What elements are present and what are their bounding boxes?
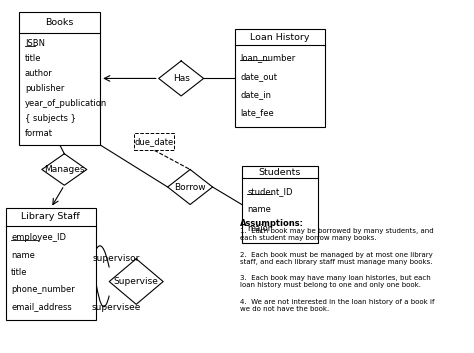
Text: date_in: date_in bbox=[240, 90, 272, 99]
Text: major: major bbox=[247, 224, 272, 233]
FancyBboxPatch shape bbox=[242, 166, 318, 243]
Text: Books: Books bbox=[46, 18, 74, 27]
Text: email_address: email_address bbox=[11, 302, 72, 311]
Text: supervisee: supervisee bbox=[91, 303, 141, 312]
Text: 2.  Each book must be managed by at most one library
staff, and each library sta: 2. Each book must be managed by at most … bbox=[239, 252, 432, 265]
Text: Library Staff: Library Staff bbox=[21, 213, 80, 221]
Text: phone_number: phone_number bbox=[11, 285, 75, 294]
Text: Has: Has bbox=[173, 74, 190, 83]
Text: name: name bbox=[247, 205, 271, 214]
Text: ISBN: ISBN bbox=[25, 39, 45, 48]
Text: Assumptions:: Assumptions: bbox=[239, 219, 303, 228]
Text: format: format bbox=[25, 128, 53, 138]
Text: Supervise: Supervise bbox=[114, 277, 159, 286]
Text: year_of_publication: year_of_publication bbox=[25, 99, 107, 108]
Text: late_fee: late_fee bbox=[240, 108, 274, 117]
Polygon shape bbox=[168, 169, 213, 204]
Text: title: title bbox=[11, 268, 28, 277]
Text: employee_ID: employee_ID bbox=[11, 233, 66, 243]
Polygon shape bbox=[109, 259, 163, 304]
Text: student_ID: student_ID bbox=[247, 187, 293, 196]
FancyBboxPatch shape bbox=[6, 208, 96, 320]
Text: name: name bbox=[11, 251, 35, 259]
Text: Manages: Manages bbox=[44, 165, 84, 174]
FancyBboxPatch shape bbox=[235, 29, 325, 127]
Text: loan_number: loan_number bbox=[240, 53, 296, 62]
Text: Borrow: Borrow bbox=[174, 183, 206, 192]
Polygon shape bbox=[159, 61, 204, 96]
Text: date_out: date_out bbox=[240, 72, 277, 81]
Text: 1.  Each book may be borrowed by many students, and
each student may borrow many: 1. Each book may be borrowed by many stu… bbox=[239, 228, 433, 241]
Text: Students: Students bbox=[259, 168, 301, 176]
Text: { subjects }: { subjects } bbox=[25, 114, 76, 122]
FancyBboxPatch shape bbox=[134, 133, 174, 150]
Text: author: author bbox=[25, 69, 53, 78]
Text: due_date: due_date bbox=[135, 137, 174, 146]
Text: title: title bbox=[25, 54, 41, 63]
Text: publisher: publisher bbox=[25, 84, 64, 93]
Text: 3.  Each book may have many loan histories, but each
loan history must belong to: 3. Each book may have many loan historie… bbox=[239, 275, 430, 288]
Polygon shape bbox=[42, 154, 87, 185]
Text: 4.  We are not interested in the loan history of a book if
we do not have the bo: 4. We are not interested in the loan his… bbox=[239, 299, 434, 312]
Text: supervisor: supervisor bbox=[92, 254, 140, 263]
Text: Loan History: Loan History bbox=[250, 33, 310, 42]
FancyBboxPatch shape bbox=[19, 12, 100, 145]
